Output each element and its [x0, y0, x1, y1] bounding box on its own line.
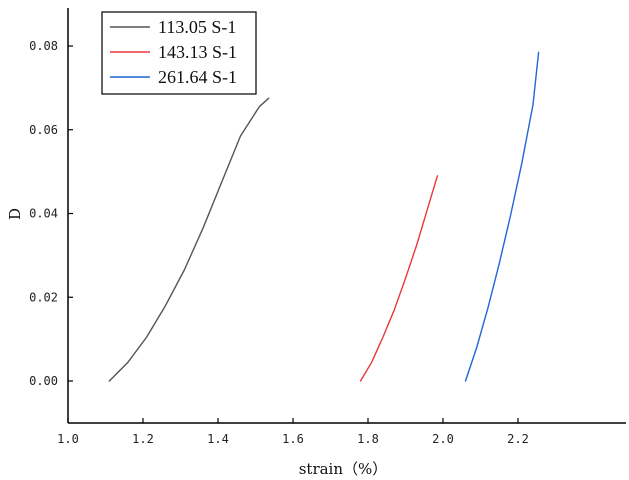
series-line-1 — [108, 97, 270, 382]
x-tick-label: 1.8 — [357, 432, 379, 446]
y-tick-label: 0.06 — [29, 123, 58, 137]
y-axis-title: D — [6, 208, 24, 220]
y-tick-label: 0.08 — [29, 39, 58, 53]
legend: 113.05 S-1 143.13 S-1 261.64 S-1 — [101, 11, 257, 95]
axes — [67, 8, 626, 424]
y-tick-label: 0.02 — [29, 290, 58, 304]
x-tick-label: 2.0 — [432, 432, 454, 446]
x-ticks: 1.0 1.2 1.4 1.6 1.8 2.0 2.2 — [57, 418, 529, 446]
series-line-3 — [464, 51, 540, 382]
x-tick-label: 2.2 — [507, 432, 529, 446]
legend-label-2: 143.13 S-1 — [158, 42, 237, 62]
x-tick-label: 1.2 — [132, 432, 154, 446]
series-lines — [108, 51, 540, 382]
legend-label-3: 261.64 S-1 — [158, 67, 237, 87]
series-line-2 — [359, 175, 439, 382]
legend-box — [101, 11, 257, 95]
x-axis-title: strain（%） — [299, 460, 388, 478]
legend-label-1: 113.05 S-1 — [158, 17, 236, 37]
y-tick-label: 0.00 — [29, 374, 58, 388]
y-ticks: 0.00 0.02 0.04 0.06 0.08 — [29, 39, 73, 388]
x-tick-label: 1.6 — [282, 432, 304, 446]
y-tick-label: 0.04 — [29, 207, 58, 221]
x-tick-label: 1.4 — [207, 432, 229, 446]
x-tick-label: 1.0 — [57, 432, 79, 446]
